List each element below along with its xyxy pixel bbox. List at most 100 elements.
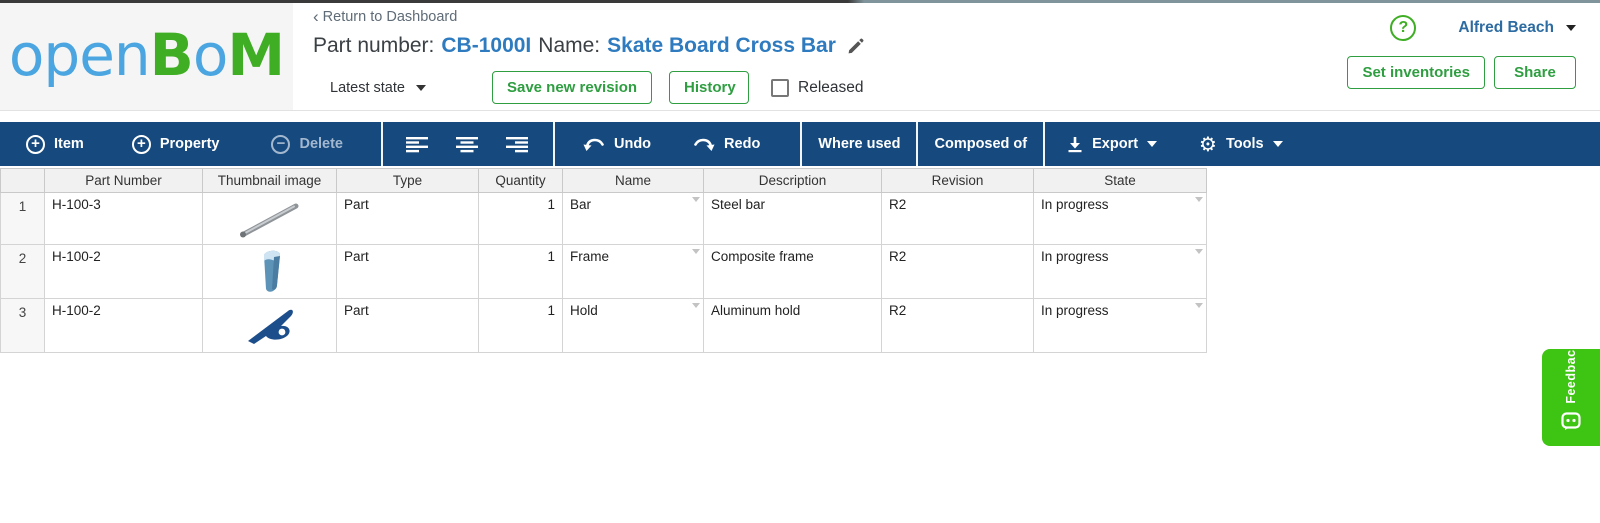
plus-circle-icon: + [131, 134, 151, 154]
top-border-line [0, 0, 1600, 3]
description-cell[interactable]: Steel bar [703, 192, 882, 245]
feedback-chat-icon [1561, 412, 1581, 437]
column-header-revision[interactable]: Revision [881, 168, 1034, 193]
caret-down-icon [415, 84, 426, 91]
column-header-type[interactable]: Type [336, 168, 479, 193]
export-label: Export [1092, 136, 1139, 152]
plus-circle-icon: + [26, 134, 45, 154]
column-header-state[interactable]: State [1033, 168, 1207, 193]
add-property-label: Property [159, 136, 220, 152]
openbom-logo[interactable]: openBoM [0, 0, 293, 110]
aluminum-hold-thumbnail [222, 309, 318, 352]
set-inventories-button[interactable]: Set inventories [1347, 56, 1485, 89]
part-number-cell[interactable]: H-100-2 [44, 298, 203, 353]
align-left-button[interactable] [405, 136, 429, 153]
add-item-button[interactable]: + Item [26, 134, 84, 154]
description-cell[interactable]: Aluminum hold [703, 298, 882, 353]
save-new-revision-button[interactable]: Save new revision [491, 71, 653, 104]
thumbnail-cell[interactable] [202, 244, 337, 299]
name-cell[interactable]: Bar [562, 192, 704, 245]
state-dropdown[interactable]: Latest state [330, 80, 426, 96]
toolbar-separator [381, 122, 383, 166]
revision-cell[interactable]: R2 [881, 192, 1034, 245]
download-icon [1067, 136, 1083, 153]
page-title: Part number: CB-1000I Name: Skate Board … [313, 34, 1053, 58]
delete-label: Delete [299, 136, 343, 152]
redo-button[interactable]: Redo [693, 136, 760, 152]
align-right-button[interactable] [505, 136, 529, 153]
thumbnail-cell[interactable] [202, 192, 337, 245]
return-to-dashboard-link[interactable]: ‹ Return to Dashboard [313, 8, 457, 25]
bom-table: Part Number Thumbnail image Type Quantit… [0, 168, 1207, 353]
state-cell[interactable]: In progress [1033, 298, 1207, 353]
part-number-label: Part number: [313, 34, 435, 57]
add-property-button[interactable]: + Property [131, 134, 220, 154]
row-number-cell[interactable]: 3 [0, 298, 45, 353]
undo-label: Undo [614, 136, 652, 152]
part-name-value: Skate Board Cross Bar [607, 34, 836, 57]
history-button[interactable]: History [669, 71, 750, 104]
export-button[interactable]: Export [1067, 136, 1158, 153]
state-value: In progress [1041, 197, 1109, 212]
name-value: Hold [570, 303, 598, 318]
released-checkbox[interactable] [771, 78, 790, 97]
composed-of-button[interactable]: Composed of [934, 136, 1028, 152]
part-number-cell[interactable]: H-100-2 [44, 244, 203, 299]
description-cell[interactable]: Composite frame [703, 244, 882, 299]
redo-label: Redo [724, 136, 761, 152]
row-number-header[interactable] [0, 168, 45, 193]
header-right: ? Alfred Beach Set inventories Share [1347, 0, 1600, 110]
tools-button[interactable]: ⚙ Tools [1199, 134, 1283, 154]
header-actions-row: Latest state Save new revision History R… [313, 71, 1053, 104]
table-header-row: Part Number Thumbnail image Type Quantit… [0, 168, 1207, 193]
toolbar-separator [800, 122, 803, 166]
part-number-cell[interactable]: H-100-3 [44, 192, 203, 245]
quantity-cell[interactable]: 1 [478, 244, 563, 299]
cell-dropdown-icon [1195, 303, 1203, 308]
minus-circle-icon: − [271, 134, 291, 154]
name-cell[interactable]: Hold [562, 298, 704, 353]
caret-down-icon [1147, 141, 1158, 147]
column-header-quantity[interactable]: Quantity [478, 168, 563, 193]
help-icon[interactable]: ? [1390, 15, 1417, 41]
table-row: 2 H-100-2 Part 1 Frame Composite frame R… [0, 244, 1207, 299]
revision-cell[interactable]: R2 [881, 298, 1034, 353]
chevron-left-icon: ‹ [313, 7, 319, 26]
type-cell[interactable]: Part [336, 192, 479, 245]
header-right-actions: Set inventories Share [1347, 56, 1576, 89]
feedback-tab[interactable]: Feedback [1542, 342, 1600, 446]
state-cell[interactable]: In progress [1033, 244, 1207, 299]
user-menu[interactable]: Alfred Beach [1458, 19, 1576, 37]
cell-dropdown-icon [1195, 249, 1203, 254]
type-cell[interactable]: Part [336, 244, 479, 299]
align-center-button[interactable] [455, 136, 479, 153]
name-cell[interactable]: Frame [562, 244, 704, 299]
name-value: Bar [570, 197, 592, 212]
steel-bar-thumbnail [222, 203, 318, 244]
caret-down-icon [1272, 141, 1283, 147]
feedback-label: Feedback [1564, 342, 1578, 404]
type-cell[interactable]: Part [336, 298, 479, 353]
cell-dropdown-icon [692, 197, 700, 202]
revision-cell[interactable]: R2 [881, 244, 1034, 299]
add-item-label: Item [54, 136, 84, 152]
quantity-cell[interactable]: 1 [478, 192, 563, 245]
state-value: In progress [1041, 249, 1109, 264]
state-cell[interactable]: In progress [1033, 192, 1207, 245]
column-header-thumbnail[interactable]: Thumbnail image [202, 168, 337, 193]
share-button[interactable]: Share [1494, 56, 1576, 89]
row-number-cell[interactable]: 2 [0, 244, 45, 299]
name-label: Name: [538, 34, 601, 57]
column-header-description[interactable]: Description [703, 168, 882, 193]
row-number-cell[interactable]: 1 [0, 192, 45, 245]
where-used-button[interactable]: Where used [818, 136, 901, 152]
undo-arrow-icon [583, 137, 605, 152]
quantity-cell[interactable]: 1 [478, 298, 563, 353]
column-header-name[interactable]: Name [562, 168, 704, 193]
align-right-icon [505, 136, 529, 153]
column-header-part-number[interactable]: Part Number [44, 168, 203, 193]
undo-button[interactable]: Undo [583, 136, 651, 152]
edit-name-icon[interactable] [847, 38, 864, 55]
thumbnail-cell[interactable] [202, 298, 337, 353]
delete-button[interactable]: − Delete [271, 134, 343, 154]
